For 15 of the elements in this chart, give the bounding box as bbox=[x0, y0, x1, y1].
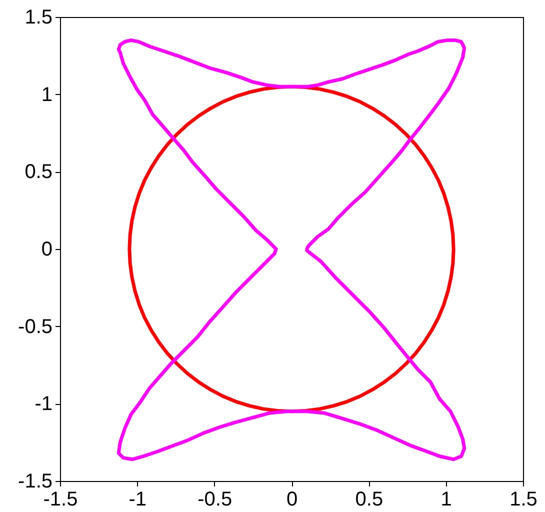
x-tick-label: 1 bbox=[440, 488, 452, 510]
x-tick-label: 0 bbox=[286, 488, 298, 510]
x-tick-label: -1 bbox=[128, 488, 147, 510]
line-series bbox=[116, 38, 466, 462]
line-series bbox=[128, 84, 456, 414]
y-tick-label: 1.5 bbox=[24, 6, 52, 28]
x-tick-label: -0.5 bbox=[198, 488, 232, 510]
y-tick-label: 0 bbox=[41, 238, 52, 260]
y-tick-label: 0.5 bbox=[24, 161, 52, 184]
y-tick-label: -0.5 bbox=[18, 316, 52, 338]
y-tick-label: 1 bbox=[41, 84, 52, 106]
y-tick-label: -1.5 bbox=[18, 470, 52, 492]
y-tick-label: -1 bbox=[34, 393, 52, 416]
x-tick-label: 0.5 bbox=[355, 488, 384, 510]
x-tick-label: 1.5 bbox=[510, 488, 538, 510]
